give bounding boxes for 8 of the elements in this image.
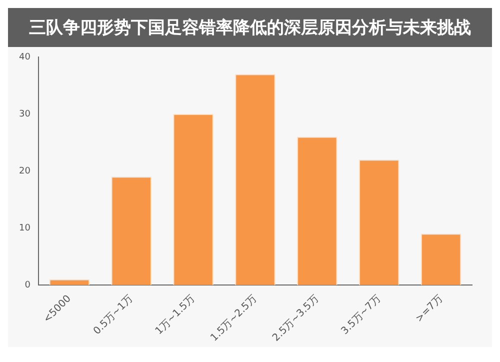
chart-title: 三队争四形势下国足容错率降低的深层原因分析与未来挑战 xyxy=(8,8,492,47)
y-tick-label: 30 xyxy=(19,109,31,120)
y-tick-label: 20 xyxy=(19,166,31,176)
x-tick-label: 0.5万~1万 xyxy=(92,293,136,337)
y-tick-label: 40 xyxy=(19,52,31,62)
y-tick-label: 10 xyxy=(19,223,31,234)
y-tick-label: 0 xyxy=(24,280,31,290)
x-tick-label: 3.5万~7万 xyxy=(339,293,384,337)
